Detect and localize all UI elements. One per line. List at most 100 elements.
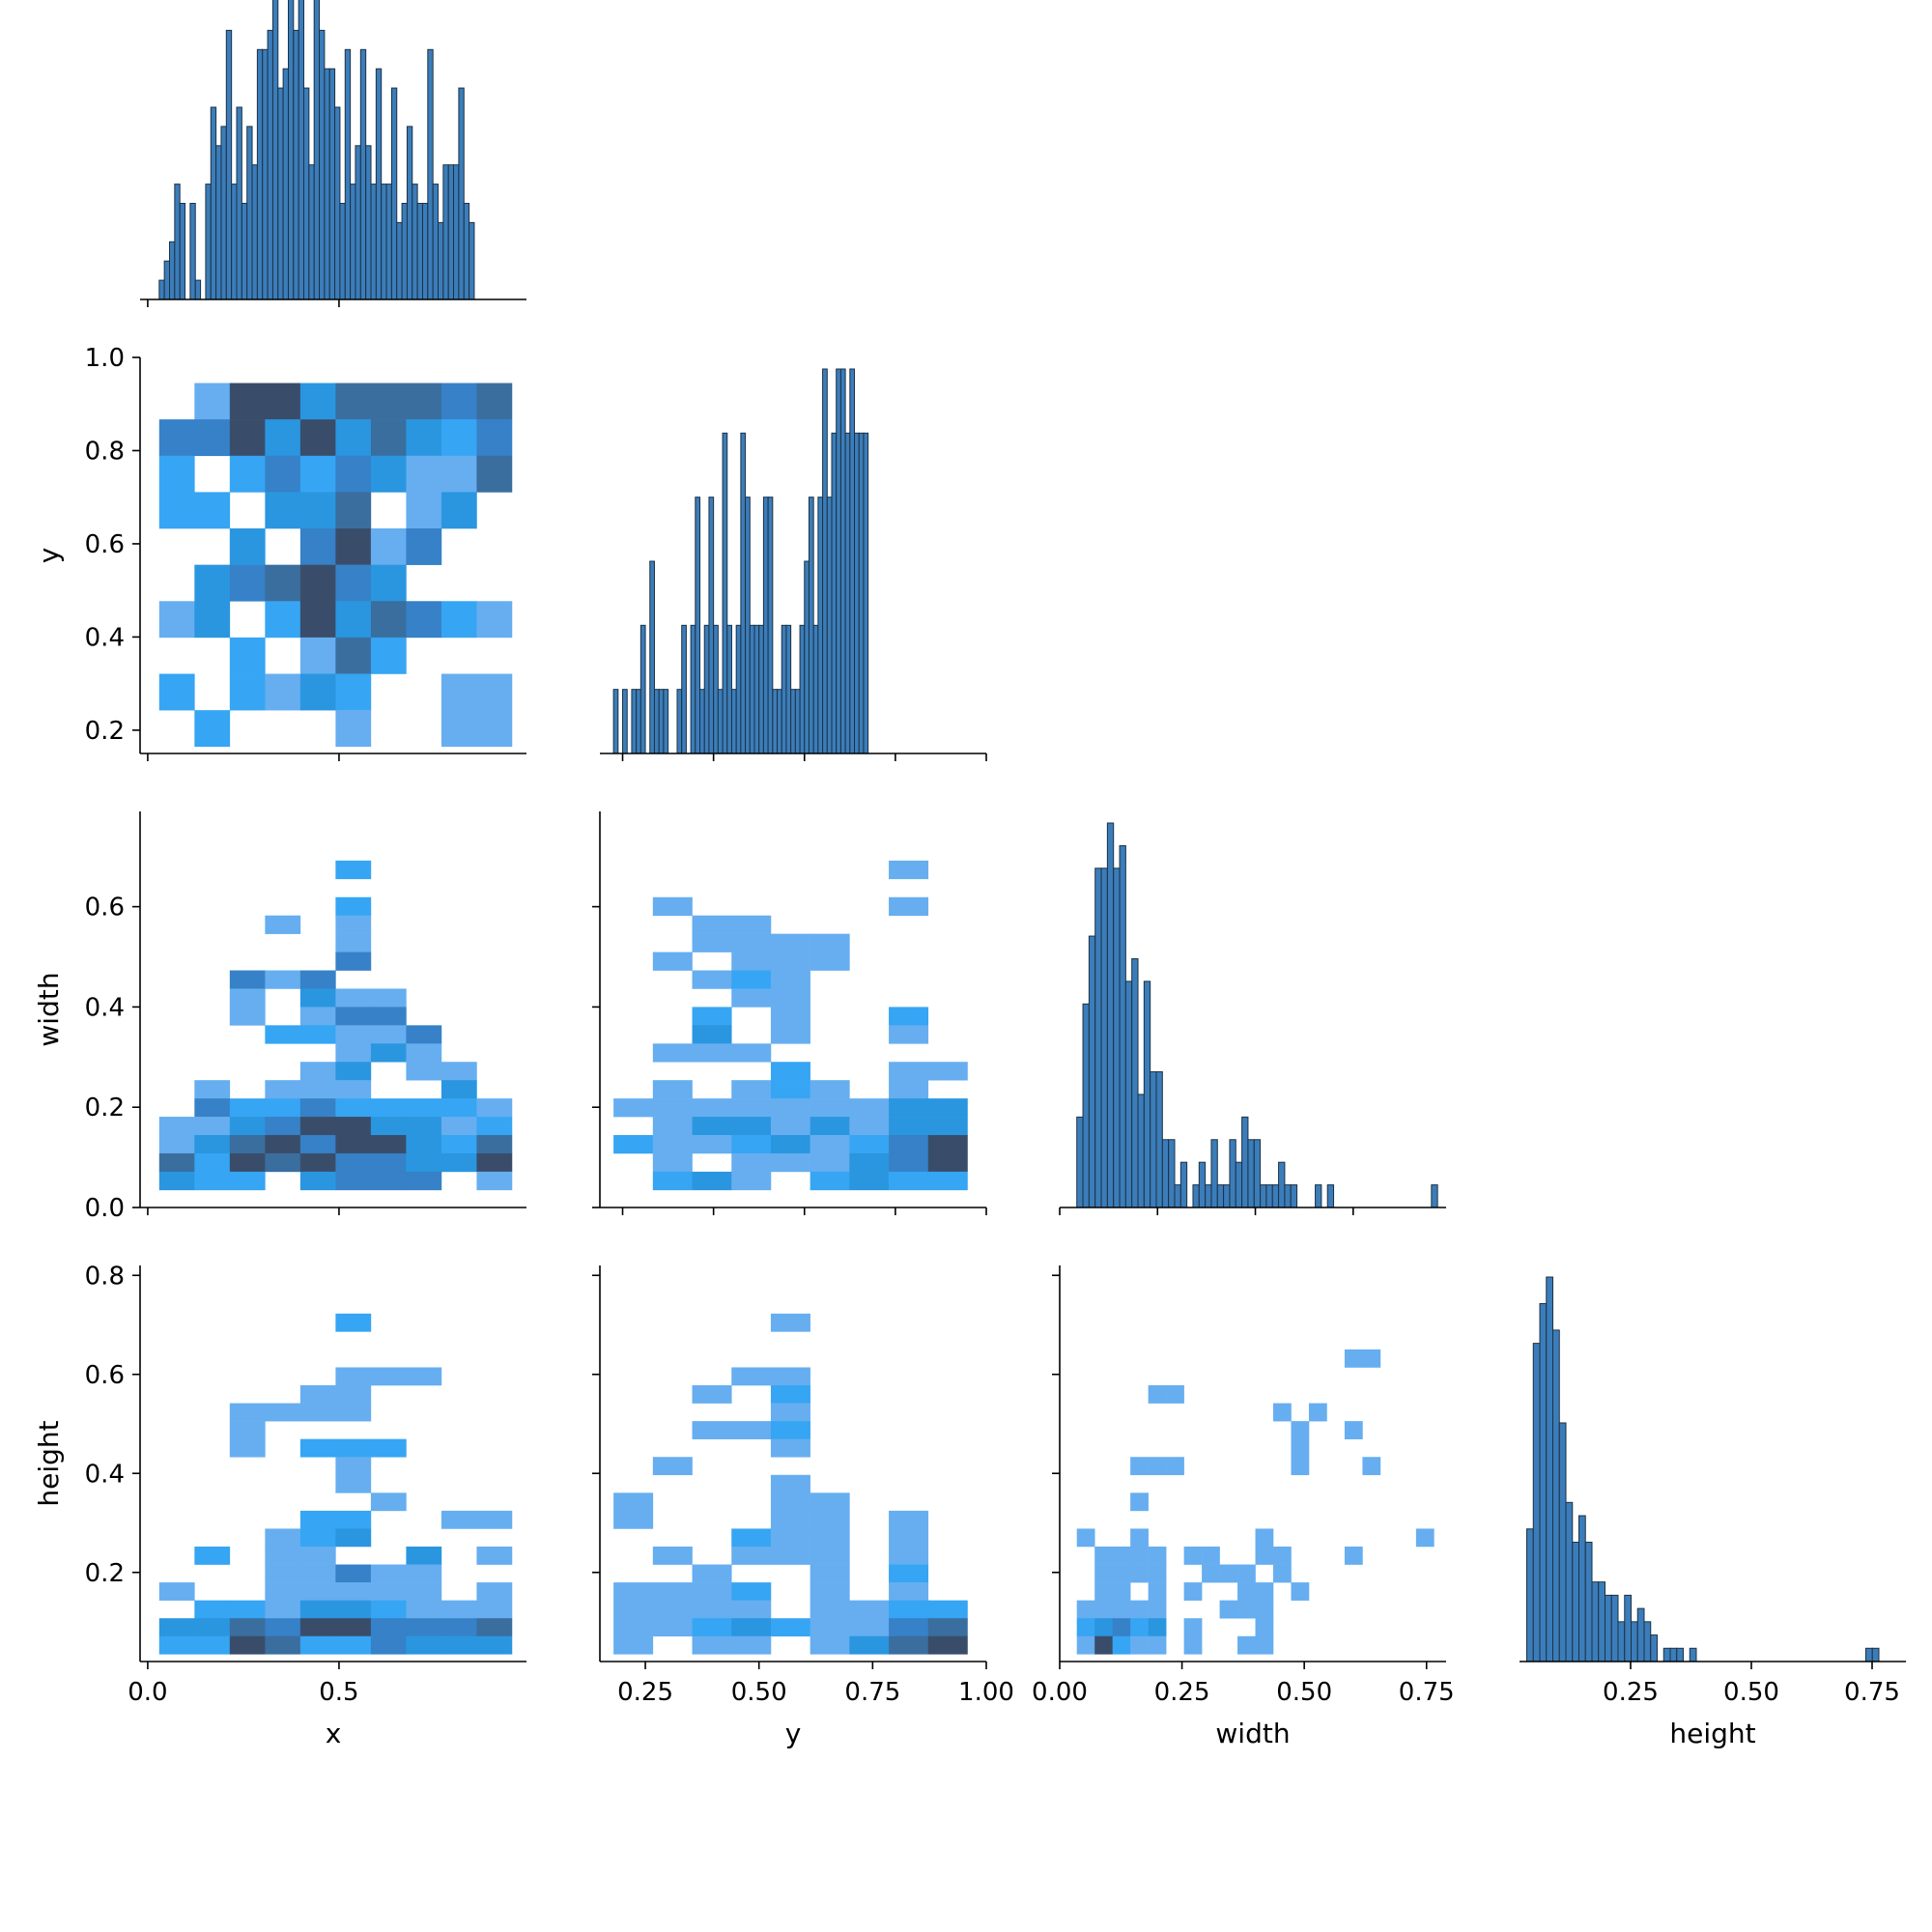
histogram-bar bbox=[1290, 1184, 1298, 1208]
heatmap-cell bbox=[889, 1152, 929, 1173]
histogram-bar bbox=[303, 87, 310, 300]
heatmap-cell bbox=[1094, 1564, 1113, 1583]
heatmap-cell bbox=[1237, 1635, 1256, 1655]
heatmap-cell bbox=[265, 1600, 301, 1619]
heatmap-cell bbox=[265, 1564, 301, 1583]
heatmap-cell bbox=[613, 1582, 654, 1601]
heatmap-cell bbox=[194, 710, 231, 748]
heatmap-cell bbox=[692, 1582, 732, 1601]
heatmap-cell bbox=[731, 1618, 772, 1637]
histogram-bar bbox=[1865, 1647, 1873, 1662]
y-tick-label: 0.8 bbox=[85, 1262, 125, 1291]
histogram-bar bbox=[839, 368, 846, 754]
histogram-bar bbox=[319, 29, 326, 300]
heatmap-cell bbox=[692, 1618, 732, 1637]
heatmap-cell bbox=[229, 1135, 266, 1154]
heatmap-cell bbox=[849, 1600, 890, 1619]
heatmap-cell bbox=[1183, 1635, 1203, 1655]
heatmap-cell bbox=[299, 1403, 336, 1422]
heatmap-cell bbox=[265, 1025, 301, 1044]
heatmap-cell bbox=[158, 1582, 195, 1601]
heatmap-cell bbox=[370, 1135, 407, 1154]
heatmap-cell bbox=[1094, 1618, 1113, 1637]
heatmap-cell bbox=[194, 601, 231, 639]
histogram-bar bbox=[463, 203, 470, 300]
heatmap-cell bbox=[1183, 1618, 1203, 1637]
heatmap-cell bbox=[731, 1117, 772, 1136]
heatmap-cell bbox=[299, 1025, 336, 1044]
axes-height-vs-width: 0.00 0.25 0.50 0.75 bbox=[1032, 1265, 1455, 1707]
heatmap-cell bbox=[299, 1547, 336, 1565]
histogram-bar bbox=[1871, 1647, 1880, 1662]
heatmap-cell bbox=[158, 455, 195, 493]
heatmap-cell bbox=[440, 1635, 477, 1655]
histogram-bar bbox=[401, 203, 408, 300]
heatmap-cell bbox=[652, 1117, 693, 1136]
heatmap-cell bbox=[229, 1421, 266, 1439]
heatmap-cell bbox=[406, 419, 442, 457]
histogram-bar bbox=[412, 184, 418, 300]
heatmap-cell bbox=[770, 1367, 810, 1386]
heatmap-cell bbox=[335, 1438, 372, 1458]
heatmap-cell bbox=[810, 1635, 850, 1655]
histogram-bar bbox=[385, 184, 392, 300]
heatmap-cell bbox=[476, 1171, 513, 1191]
heatmap-cell bbox=[158, 419, 195, 457]
heatmap-cell bbox=[613, 1510, 654, 1529]
heatmap-cell bbox=[889, 1007, 929, 1026]
heatmap-cell bbox=[1112, 1618, 1131, 1637]
heatmap-cell bbox=[406, 492, 442, 529]
heatmap-cell bbox=[1166, 1457, 1184, 1476]
heatmap-cell bbox=[889, 1098, 929, 1118]
heatmap-cell bbox=[731, 1171, 772, 1191]
histogram-bar bbox=[350, 184, 356, 300]
histogram-bar bbox=[699, 689, 705, 754]
heatmap-cell bbox=[731, 915, 772, 934]
heatmap-cell bbox=[370, 528, 407, 565]
y-tick-label: 0.2 bbox=[85, 717, 125, 746]
heatmap-cell bbox=[731, 1080, 772, 1099]
heatmap-cell bbox=[299, 1062, 336, 1081]
heatmap-cell bbox=[229, 1171, 266, 1191]
heatmap-cell bbox=[613, 1600, 654, 1619]
histogram-bar bbox=[849, 368, 856, 754]
heatmap-cell bbox=[440, 383, 477, 420]
heatmap-cell bbox=[692, 915, 732, 934]
y-tick-label: 0.6 bbox=[85, 530, 125, 559]
heatmap-cell bbox=[335, 1403, 372, 1422]
heatmap-cell bbox=[731, 1528, 772, 1548]
histogram-bar bbox=[1572, 1541, 1579, 1662]
heatmap-cell bbox=[849, 1117, 890, 1136]
x-axis-label-x: x bbox=[326, 1718, 342, 1749]
x-tick-label: 0.00 bbox=[1032, 1678, 1088, 1707]
histogram-x bbox=[158, 0, 475, 300]
histogram-bar bbox=[1431, 1184, 1438, 1208]
heatmap-cell bbox=[652, 1043, 693, 1063]
histogram-bar bbox=[703, 624, 710, 754]
heatmap-cell bbox=[440, 1117, 477, 1136]
histogram-bar bbox=[396, 221, 403, 300]
heatmap-cell bbox=[370, 1171, 407, 1191]
histogram-bar bbox=[722, 432, 728, 754]
heatmap-cell bbox=[927, 1117, 968, 1136]
histogram-bar bbox=[812, 624, 819, 754]
heatmap-width-vs-x bbox=[158, 860, 513, 1191]
heatmap-cell bbox=[613, 1492, 654, 1512]
heatmap-cell bbox=[692, 1117, 732, 1136]
heatmap-cell bbox=[889, 1080, 929, 1099]
heatmap-cell bbox=[370, 564, 407, 602]
heatmap-cell bbox=[810, 1152, 850, 1173]
heatmap-cell bbox=[613, 1618, 654, 1637]
heatmap-cell bbox=[158, 1171, 195, 1191]
heatmap-cell bbox=[299, 673, 336, 711]
heatmap-cell bbox=[440, 601, 477, 639]
heatmap-cell bbox=[770, 1117, 810, 1136]
histogram-bar bbox=[1584, 1541, 1593, 1662]
heatmap-width-vs-y bbox=[613, 860, 968, 1191]
heatmap-cell bbox=[406, 1043, 442, 1063]
heatmap-cell bbox=[406, 601, 442, 639]
heatmap-cell bbox=[265, 492, 301, 529]
histogram-bar bbox=[241, 203, 248, 300]
heatmap-cell bbox=[770, 952, 810, 971]
heatmap-cell bbox=[1237, 1600, 1256, 1619]
